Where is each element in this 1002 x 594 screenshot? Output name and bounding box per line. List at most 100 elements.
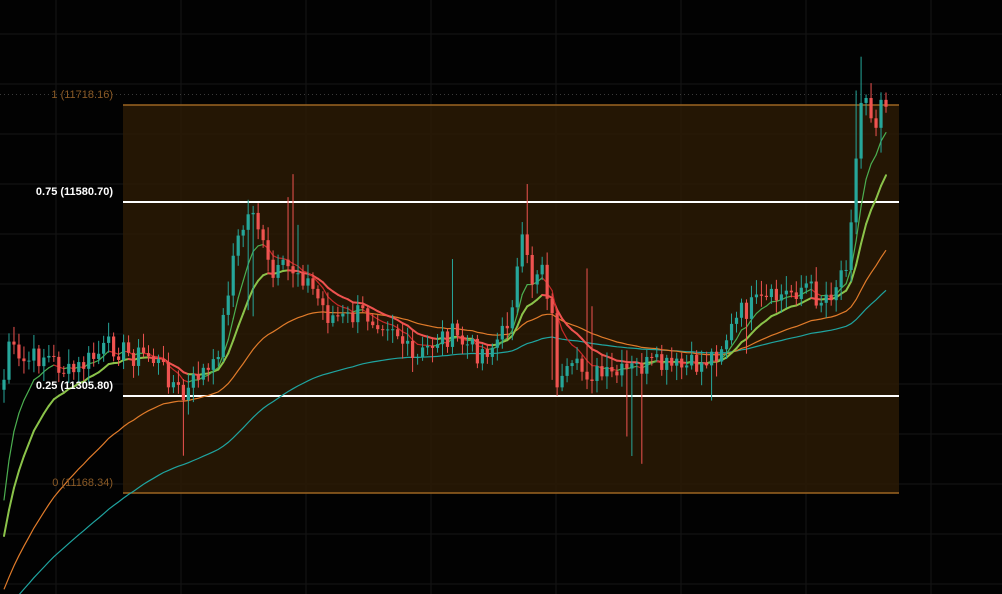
- candle-body[interactable]: [97, 353, 101, 359]
- candle-body[interactable]: [829, 294, 833, 301]
- candle-body[interactable]: [680, 358, 684, 368]
- candle-body[interactable]: [236, 235, 240, 256]
- candle-body[interactable]: [764, 295, 769, 298]
- candle-body[interactable]: [779, 294, 783, 301]
- candle-body[interactable]: [844, 269, 848, 271]
- candle-body[interactable]: [550, 298, 554, 314]
- candle-body[interactable]: [425, 345, 430, 348]
- candle-body[interactable]: [705, 362, 709, 366]
- candle-body[interactable]: [470, 338, 475, 345]
- candle-body[interactable]: [834, 287, 838, 301]
- candle-body[interactable]: [520, 234, 524, 267]
- candle-body[interactable]: [560, 375, 564, 388]
- candle-body[interactable]: [211, 359, 215, 370]
- candle-body[interactable]: [341, 313, 345, 317]
- candle-body[interactable]: [430, 345, 435, 348]
- candle-body[interactable]: [166, 362, 171, 388]
- candle-body[interactable]: [804, 283, 808, 288]
- candle-body[interactable]: [286, 259, 290, 267]
- candle-body[interactable]: [595, 366, 599, 381]
- candle-body[interactable]: [326, 305, 330, 323]
- candle-body[interactable]: [445, 331, 450, 347]
- candle-body[interactable]: [700, 362, 704, 372]
- candle-body[interactable]: [27, 360, 31, 362]
- candle-body[interactable]: [82, 362, 86, 369]
- candle-body[interactable]: [495, 339, 499, 348]
- candle-body[interactable]: [411, 340, 415, 358]
- candle-body[interactable]: [864, 98, 868, 103]
- candle-body[interactable]: [585, 371, 589, 380]
- candle-body[interactable]: [32, 348, 36, 361]
- candle-body[interactable]: [854, 158, 858, 223]
- candle-body[interactable]: [112, 336, 116, 357]
- candle-body[interactable]: [62, 372, 66, 374]
- candle-body[interactable]: [52, 355, 56, 357]
- candle-body[interactable]: [545, 264, 549, 299]
- candle-body[interactable]: [794, 292, 798, 299]
- candle-body[interactable]: [191, 374, 195, 388]
- candle-body[interactable]: [126, 342, 131, 353]
- candle-body[interactable]: [849, 222, 853, 270]
- candle-body[interactable]: [814, 281, 818, 306]
- candle-body[interactable]: [440, 331, 445, 345]
- candle-body[interactable]: [869, 98, 873, 119]
- candle-body[interactable]: [256, 212, 260, 230]
- candle-body[interactable]: [301, 273, 305, 286]
- candle-body[interactable]: [600, 366, 604, 377]
- candle-body[interactable]: [201, 367, 205, 380]
- candle-body[interactable]: [460, 335, 465, 345]
- candle-body[interactable]: [281, 259, 285, 265]
- candle-body[interactable]: [266, 240, 270, 260]
- candle-body[interactable]: [625, 363, 629, 369]
- candle-body[interactable]: [754, 294, 759, 298]
- candle-body[interactable]: [490, 347, 494, 357]
- candle-body[interactable]: [376, 325, 380, 330]
- candle-body[interactable]: [565, 366, 569, 376]
- candle-body[interactable]: [221, 314, 225, 358]
- candle-body[interactable]: [789, 290, 793, 293]
- candle-body[interactable]: [251, 212, 255, 215]
- candle-body[interactable]: [316, 288, 320, 299]
- candle-body[interactable]: [665, 357, 669, 370]
- candle-body[interactable]: [246, 214, 250, 230]
- candle-body[interactable]: [675, 358, 679, 366]
- candle-body[interactable]: [261, 229, 265, 241]
- candle-body[interactable]: [884, 99, 888, 107]
- candle-body[interactable]: [590, 379, 594, 381]
- candle-body[interactable]: [660, 354, 664, 370]
- candle-body[interactable]: [630, 363, 634, 369]
- candle-body[interactable]: [391, 329, 395, 331]
- candle-body[interactable]: [67, 363, 71, 374]
- candle-body[interactable]: [635, 362, 639, 364]
- candle-body[interactable]: [610, 367, 614, 372]
- candle-body[interactable]: [530, 254, 534, 285]
- candle-body[interactable]: [859, 102, 863, 159]
- candle-body[interactable]: [92, 352, 96, 359]
- candle-body[interactable]: [406, 340, 410, 344]
- candle-body[interactable]: [575, 358, 579, 364]
- candle-body[interactable]: [161, 359, 166, 363]
- candle-body[interactable]: [381, 329, 385, 331]
- candle-body[interactable]: [485, 349, 489, 357]
- candle-body[interactable]: [336, 315, 340, 317]
- candle-body[interactable]: [819, 302, 823, 306]
- candle-body[interactable]: [640, 362, 644, 374]
- candle-body[interactable]: [839, 270, 843, 288]
- candle-body[interactable]: [346, 312, 350, 314]
- candle-body[interactable]: [695, 354, 699, 372]
- candle-body[interactable]: [475, 338, 479, 364]
- candle-body[interactable]: [72, 363, 76, 373]
- candle-body[interactable]: [57, 356, 61, 373]
- candle-body[interactable]: [356, 305, 360, 323]
- candle-body[interactable]: [231, 255, 235, 296]
- candle-body[interactable]: [799, 287, 803, 299]
- candle-body[interactable]: [146, 353, 151, 357]
- candle-body[interactable]: [500, 325, 504, 340]
- candle-body[interactable]: [271, 259, 275, 278]
- candle-body[interactable]: [306, 278, 310, 286]
- candle-body[interactable]: [645, 356, 649, 374]
- fib-retracement-zone[interactable]: [123, 105, 899, 493]
- candle-body[interactable]: [7, 341, 11, 380]
